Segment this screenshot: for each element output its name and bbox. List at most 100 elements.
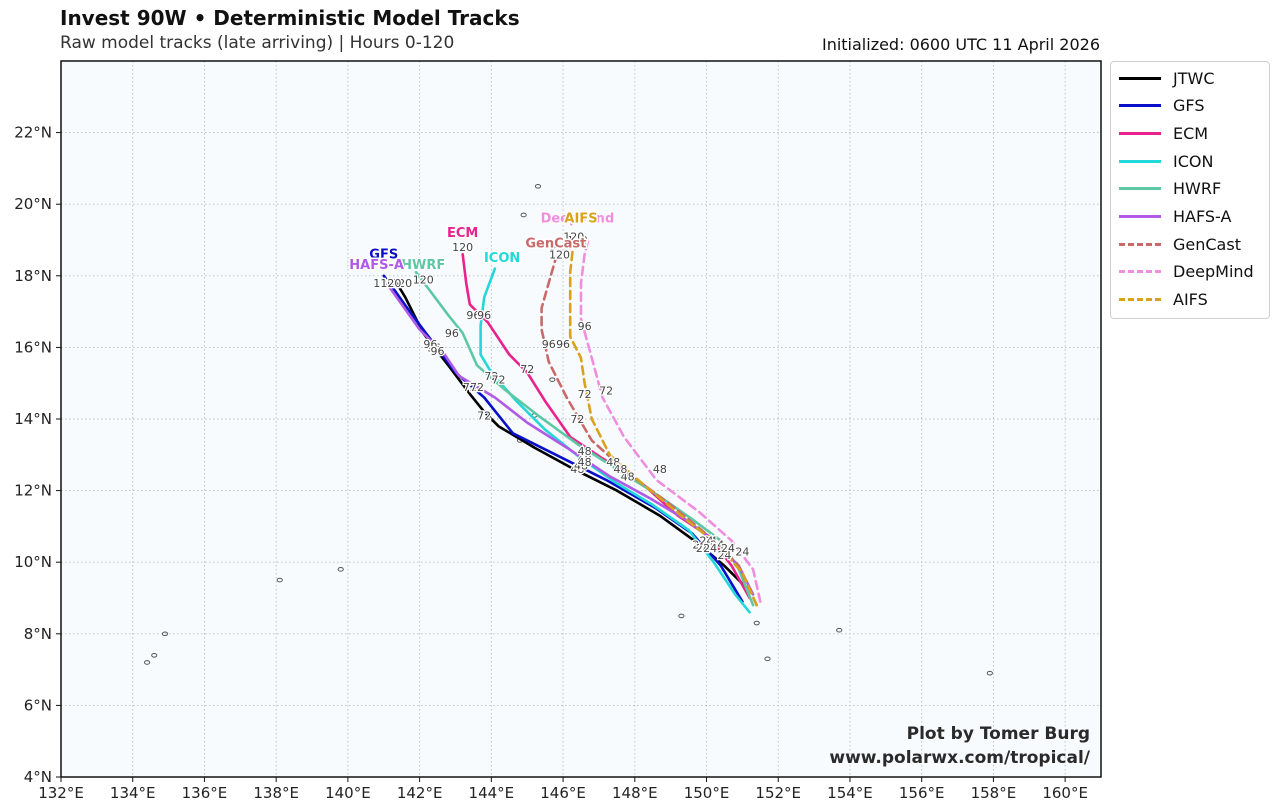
hour-label: 24 <box>692 538 706 551</box>
hour-label: 120 <box>452 241 473 254</box>
legend-swatch <box>1119 215 1161 218</box>
lat-tick-label: 12°N <box>14 482 52 500</box>
hour-label: 72 <box>599 384 613 397</box>
island-marker <box>534 184 542 189</box>
lon-tick-label: 148°E <box>612 784 658 802</box>
map-subtitle: Raw model tracks (late arriving) | Hours… <box>60 33 455 53</box>
island-marker <box>986 670 993 676</box>
lon-tick-label: 142°E <box>397 784 443 802</box>
hour-label: 72 <box>470 381 484 394</box>
credit-url: www.polarwx.com/tropical/ <box>829 748 1090 768</box>
hour-label: 120 <box>563 230 584 243</box>
lon-tick-label: 138°E <box>253 784 299 802</box>
axis-ticks: 132°E 134°E 136°E 138°E 140°E 142°E 144°E 146°E… <box>14 124 1088 802</box>
legend: JTWC GFS ECM ICON HWRF HAFS-A GenCast De… <box>1110 61 1270 319</box>
lat-tick-label: 20°N <box>14 195 52 213</box>
hour-label: 96 <box>431 345 445 358</box>
lon-tick-label: 160°E <box>1042 784 1088 802</box>
hour-label: 96 <box>556 338 570 351</box>
lat-tick-label: 6°N <box>24 696 52 714</box>
initialized-time: Initialized: 0600 UTC 11 April 2026 <box>821 35 1100 54</box>
legend-item-hwrf: HWRF <box>1111 176 1269 202</box>
hour-label: 48 <box>606 456 620 469</box>
model-label-aifs: AIFS <box>564 212 597 227</box>
lon-tick-label: 154°E <box>827 784 873 802</box>
lat-tick-label: 16°N <box>14 338 52 356</box>
hour-label: 48 <box>653 463 667 476</box>
legend-label: HWRF <box>1173 179 1222 198</box>
hour-label: 24 <box>721 542 735 555</box>
legend-item-aifs: AIFS <box>1111 287 1269 313</box>
hour-label: 96 <box>578 320 592 333</box>
model-label-icon: ICON <box>484 251 520 266</box>
lat-tick-label: 14°N <box>14 410 52 428</box>
legend-swatch <box>1119 160 1161 163</box>
track-aifs <box>568 238 758 607</box>
legend-label: HAFS-A <box>1173 207 1232 226</box>
hour-label: 96 <box>477 309 491 322</box>
island-marker <box>151 652 158 658</box>
lon-tick-label: 150°E <box>684 784 730 802</box>
hour-label: 48 <box>570 463 584 476</box>
model-label-gfs: GFS <box>369 247 398 262</box>
hour-label: 120 <box>391 277 412 290</box>
hour-label: 72 <box>578 388 592 401</box>
hour-label: 120 <box>413 273 434 286</box>
lat-tick-label: 22°N <box>14 124 52 142</box>
forecast-hour-labels: 24 48 72 96 120 24 48 72 96 120 24 48 72 96 120 24 48 72 9… <box>372 229 751 563</box>
island-marker <box>549 244 556 250</box>
model-label-deepmind: DeepMind <box>541 212 615 227</box>
hour-label: 48 <box>621 470 635 483</box>
model-label-gencast: GenCast <box>525 237 586 252</box>
hour-label: 72 <box>463 381 477 394</box>
legend-label: ICON <box>1173 152 1214 171</box>
island-marker <box>753 620 760 626</box>
lon-tick-label: 152°E <box>755 784 801 802</box>
model-label-hwrf: HWRF <box>401 258 445 273</box>
legend-label: GenCast <box>1173 235 1241 254</box>
lon-tick-label: 140°E <box>325 784 371 802</box>
hour-label: 72 <box>570 413 584 426</box>
island-marker <box>520 212 527 218</box>
lat-tick-label: 4°N <box>24 768 52 786</box>
map-title: Invest 90W • Deterministic Model Tracks <box>60 6 520 30</box>
hour-label: 96 <box>445 327 459 340</box>
hour-label: 24 <box>700 535 714 548</box>
legend-item-hafs-a: HAFS-A <box>1111 204 1269 230</box>
hour-label: 48 <box>578 452 592 465</box>
model-label-hafs-a: HAFS-A <box>349 258 404 273</box>
legend-swatch <box>1119 187 1161 190</box>
legend-item-gencast: GenCast <box>1111 232 1269 258</box>
hour-label: 96 <box>542 338 556 351</box>
island-marker <box>764 656 771 662</box>
hour-label: 48 <box>578 445 592 458</box>
hour-label: 120 <box>380 277 401 290</box>
legend-item-ecm: ECM <box>1111 121 1269 147</box>
hour-label: 48 <box>613 463 627 476</box>
lon-tick-label: 134°E <box>110 784 156 802</box>
legend-swatch <box>1119 243 1161 246</box>
island-marker <box>678 613 685 619</box>
island-marker <box>549 377 556 382</box>
lat-tick-label: 8°N <box>24 625 52 643</box>
hour-label: 72 <box>492 374 506 387</box>
hour-label: 48 <box>578 456 592 469</box>
hour-label: 24 <box>703 535 717 548</box>
lon-tick-label: 146°E <box>540 784 586 802</box>
hour-label: 120 <box>567 234 588 247</box>
legend-item-jtwc: JTWC <box>1111 66 1269 92</box>
graticule <box>60 61 1101 778</box>
hour-label: 72 <box>520 363 534 376</box>
hour-label: 24 <box>703 542 717 555</box>
legend-swatch <box>1119 270 1161 273</box>
lon-tick-label: 156°E <box>899 784 945 802</box>
hour-label: 72 <box>477 409 491 422</box>
model-label-ecm: ECM <box>447 226 478 241</box>
lon-tick-label: 144°E <box>469 784 515 802</box>
island-marker <box>337 567 344 572</box>
legend-label: ECM <box>1173 124 1209 143</box>
track-hwrf <box>414 270 755 607</box>
hour-label: 96 <box>423 338 437 351</box>
hour-label: 96 <box>466 309 480 322</box>
